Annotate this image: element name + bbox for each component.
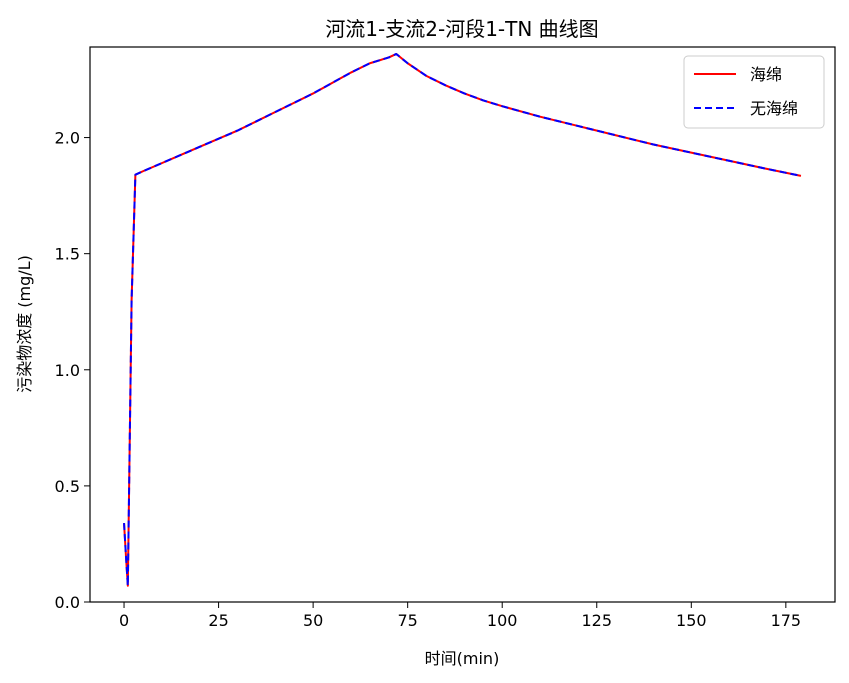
legend: 海绵 无海绵 (683, 55, 825, 129)
x-tick-label: 125 (581, 611, 612, 630)
x-tick-label: 75 (397, 611, 417, 630)
x-tick-label: 100 (487, 611, 518, 630)
legend-label-sponge: 海绵 (750, 65, 782, 84)
x-tick-label: 150 (676, 611, 707, 630)
y-tick-label: 2.0 (55, 129, 80, 148)
y-tick-label: 0.5 (55, 477, 80, 496)
y-tick-label: 0.0 (55, 593, 80, 612)
series-line-no-sponge (123, 52, 802, 587)
x-tick-label: 50 (303, 611, 323, 630)
plot-area-frame (89, 46, 836, 603)
x-tick-label: 25 (208, 611, 228, 630)
y-axis-label: 污染物浓度 (mg/L) (15, 255, 34, 393)
chart-title: 河流1-支流2-河段1-TN 曲线图 (325, 17, 598, 41)
y-tick-label: 1.5 (55, 245, 80, 264)
x-axis: 0 25 50 75 100 125 150 175 (119, 602, 801, 630)
legend-label-no-sponge: 无海绵 (750, 99, 798, 118)
x-axis-label: 时间(min) (425, 649, 500, 668)
series-layer (123, 52, 802, 587)
y-axis: 0.0 0.5 1.0 1.5 2.0 (55, 129, 90, 612)
series-line-sponge (123, 52, 802, 587)
x-tick-label: 0 (119, 611, 129, 630)
x-tick-label: 175 (771, 611, 802, 630)
y-tick-label: 1.0 (55, 361, 80, 380)
